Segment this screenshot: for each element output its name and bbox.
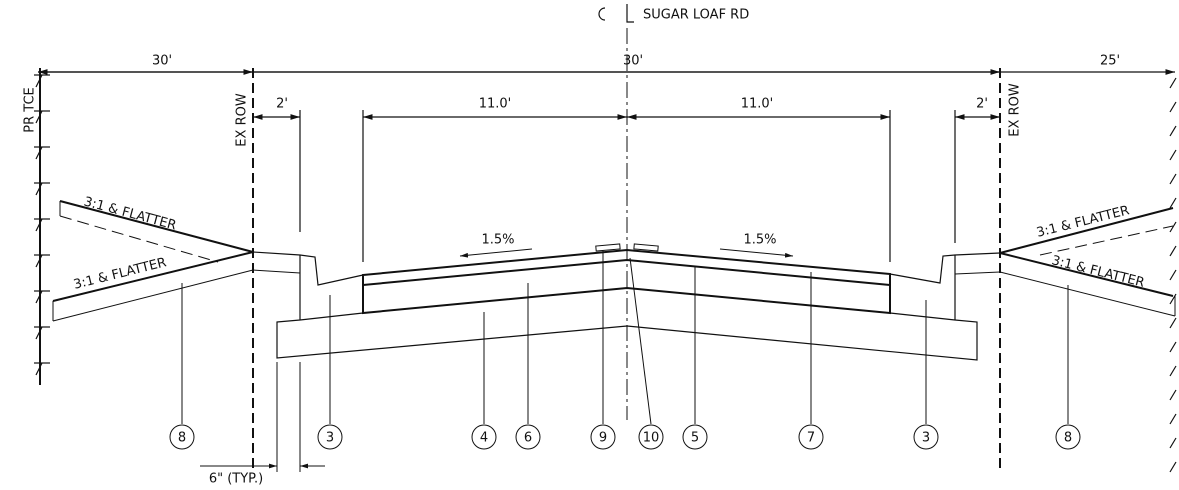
dimension-label: 25' (1100, 54, 1120, 69)
slope (59, 215, 219, 263)
shoulder (252, 269, 301, 274)
joint (633, 243, 659, 252)
slope-label: 3:1 & FLATTER (82, 194, 178, 233)
dimension-label: 6" (TYP.) (209, 472, 263, 487)
callout-label: 10 (643, 431, 660, 446)
slope-label: 3:1 & FLATTER (72, 255, 168, 293)
curb (889, 252, 1001, 284)
hatch (1169, 77, 1177, 473)
hatch-mark (35, 290, 43, 304)
callout-label: 6 (524, 431, 532, 446)
dimension-label: 30' (152, 54, 172, 69)
callout-circle (471, 424, 497, 450)
callout-label: 5 (691, 431, 699, 446)
slope-arrow (459, 248, 533, 258)
callout-label: 8 (1064, 431, 1072, 446)
hatch-mark (1169, 245, 1177, 257)
hatch-mark (35, 182, 43, 196)
slope (999, 207, 1174, 254)
hatch-mark (35, 110, 43, 124)
boundary-label: PR TCE (23, 87, 38, 132)
hatch-mark (35, 254, 43, 268)
callout-label: 4 (480, 431, 488, 446)
callout-circle (913, 424, 939, 450)
dimension-label: 30' (623, 54, 643, 69)
callout-circle (1055, 424, 1081, 450)
hatch-mark (1169, 77, 1177, 89)
slope (59, 200, 254, 253)
slope-arrow (719, 248, 794, 258)
hatch-mark (1169, 221, 1177, 233)
slope (999, 271, 1176, 317)
hatch-mark (35, 362, 43, 376)
hatch-mark (35, 218, 43, 232)
hatch-mark (1169, 365, 1177, 377)
pavement-layer (362, 258, 891, 286)
callout-circle (515, 424, 541, 450)
shoulder (954, 271, 1001, 275)
callout-circle (169, 424, 195, 450)
hatch-mark (35, 326, 43, 340)
callout-label: 3 (326, 431, 334, 446)
hatch-mark (1169, 197, 1177, 209)
callout-label: 8 (178, 431, 186, 446)
centerline-symbol (626, 4, 634, 23)
callout-circle (317, 424, 343, 450)
dimension-label: 11.0' (741, 97, 774, 112)
hatch (34, 74, 50, 376)
callout-label: 3 (922, 431, 930, 446)
hatch-mark (35, 74, 43, 88)
hatch-mark (1169, 293, 1177, 305)
callout-circle (682, 424, 708, 450)
joint (595, 243, 621, 252)
slope (52, 251, 254, 302)
hatch-mark (1169, 413, 1177, 425)
dimension-label: 2' (276, 97, 288, 112)
slope-label: 3:1 & FLATTER (1050, 253, 1146, 291)
hatch-mark (1169, 125, 1177, 137)
callout-label: 7 (807, 431, 815, 446)
callouts: 8 3 4 6 9 10 5 7 3 8 (169, 251, 1081, 450)
callout-circle (798, 424, 824, 450)
hatch-mark (1169, 269, 1177, 281)
hatch-mark (1169, 389, 1177, 401)
hatch-mark (1169, 101, 1177, 113)
hatch-mark (1169, 149, 1177, 161)
hatch-mark (1169, 173, 1177, 185)
hatch-mark (1169, 461, 1177, 473)
hatch-mark (1169, 437, 1177, 449)
slope (52, 269, 254, 322)
callout-circle (590, 424, 616, 450)
cross-slope-label: 1.5% (481, 233, 514, 248)
hatch-mark (1169, 317, 1177, 329)
title: SUGAR LOAF RD (643, 8, 749, 23)
boundary-label: EX ROW (235, 93, 250, 147)
callout-label: 9 (599, 431, 607, 446)
hatch-mark (35, 146, 43, 160)
boundary-label: EX ROW (1008, 83, 1023, 137)
curb (252, 251, 364, 286)
slope (999, 252, 1174, 297)
centerline-symbol (598, 7, 606, 21)
leader (629, 257, 652, 425)
dimension-label: 2' (976, 97, 988, 112)
dimension-label: 11.0' (479, 97, 512, 112)
slope (1039, 225, 1174, 256)
hatch-mark (1169, 341, 1177, 353)
cross-slope-label: 1.5% (743, 233, 776, 248)
callout-circle (638, 424, 664, 450)
